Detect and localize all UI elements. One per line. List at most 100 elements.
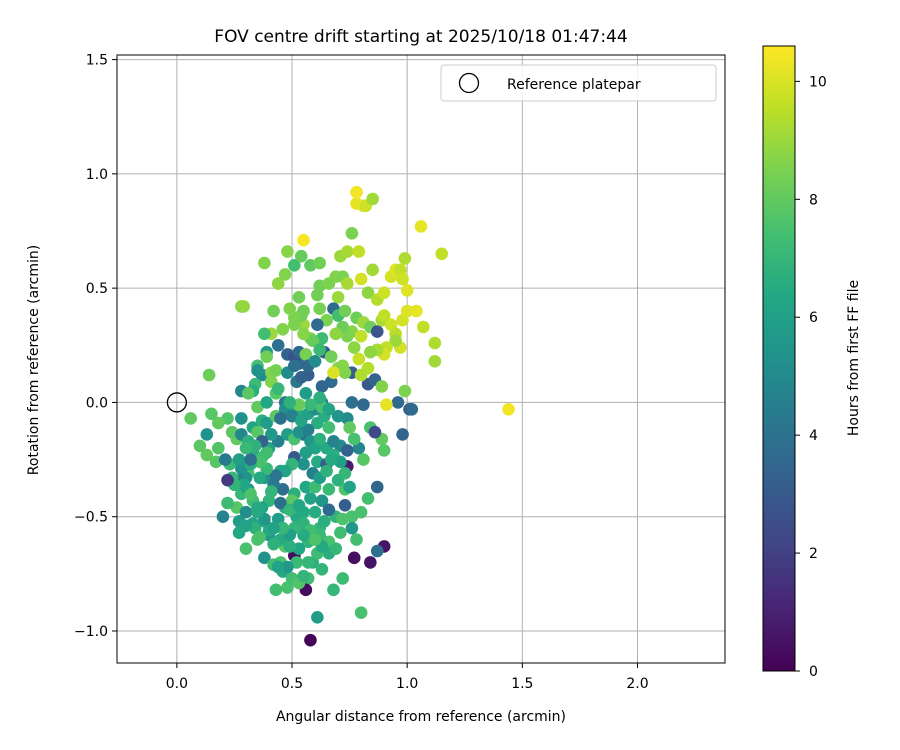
data-point xyxy=(366,192,379,206)
data-point xyxy=(244,453,257,466)
x-axis-ticks: 0.0 0.5 1.0 1.5 2.0 xyxy=(166,663,649,692)
data-point xyxy=(283,396,297,409)
data-point xyxy=(375,380,389,393)
data-point xyxy=(341,245,354,258)
data-point xyxy=(258,256,271,270)
data-point xyxy=(251,364,264,377)
data-point xyxy=(313,302,326,316)
data-point xyxy=(301,423,315,437)
data-point xyxy=(237,300,250,313)
data-point xyxy=(405,402,419,416)
data-point xyxy=(276,322,290,336)
data-point xyxy=(212,416,225,430)
data-point xyxy=(239,441,253,455)
data-point xyxy=(370,544,384,558)
data-point xyxy=(297,327,310,341)
colorbar-tick-label: 8 xyxy=(809,192,818,208)
data-point xyxy=(324,350,338,364)
data-point xyxy=(336,572,349,585)
data-point xyxy=(292,498,306,512)
data-point xyxy=(274,412,287,425)
data-point xyxy=(315,562,329,576)
data-point xyxy=(267,537,280,551)
colorbar-tick-label: 2 xyxy=(809,546,818,562)
data-point xyxy=(370,480,384,494)
data-point xyxy=(354,505,368,519)
y-tick-label: −1.0 xyxy=(74,624,108,640)
reference-platepar-marker xyxy=(166,392,188,413)
data-point xyxy=(301,556,315,569)
x-tick-label: 2.0 xyxy=(626,676,648,692)
data-point xyxy=(334,526,347,540)
data-point xyxy=(299,446,313,460)
data-point xyxy=(313,432,326,446)
data-point xyxy=(304,633,317,647)
data-point xyxy=(205,407,218,421)
data-point xyxy=(297,528,310,542)
data-point xyxy=(398,384,412,398)
data-point xyxy=(410,304,423,318)
y-tick-label: 0.5 xyxy=(86,281,108,297)
legend-entry-reference-platepar: Reference platepar xyxy=(507,77,641,93)
colorbar-tick-label: 6 xyxy=(809,310,818,326)
data-point xyxy=(331,409,345,423)
data-point xyxy=(322,482,336,496)
data-point xyxy=(368,425,382,439)
legend: Reference platepar xyxy=(440,64,717,102)
data-point xyxy=(315,494,329,508)
data-point xyxy=(331,290,345,304)
data-point xyxy=(352,352,366,366)
data-point xyxy=(354,368,368,382)
data-point xyxy=(354,329,368,343)
data-point xyxy=(350,185,363,199)
data-point xyxy=(281,245,294,258)
data-point xyxy=(306,334,320,348)
data-point xyxy=(269,583,283,597)
data-point xyxy=(428,336,442,350)
data-point xyxy=(350,533,363,546)
data-point xyxy=(361,286,375,300)
data-point xyxy=(297,233,310,247)
x-tick-label: 0.5 xyxy=(281,676,303,692)
x-tick-label: 0.0 xyxy=(166,676,188,692)
grid xyxy=(117,55,725,663)
data-point xyxy=(271,560,285,574)
data-point xyxy=(271,382,285,396)
data-point xyxy=(304,398,317,412)
data-point xyxy=(357,453,370,466)
data-point xyxy=(241,386,255,400)
colorbar-ticks: 0 2 4 6 8 10 xyxy=(795,74,827,680)
data-point xyxy=(294,249,308,263)
data-point xyxy=(317,514,331,528)
data-point xyxy=(299,386,313,400)
data-point xyxy=(377,444,391,457)
data-point xyxy=(253,471,267,485)
axes xyxy=(116,54,726,664)
data-point xyxy=(398,252,412,265)
data-point xyxy=(329,327,343,341)
data-point xyxy=(377,286,391,300)
data-point xyxy=(345,226,359,240)
data-point xyxy=(200,448,214,462)
data-point xyxy=(391,396,405,409)
data-point xyxy=(311,318,324,332)
data-point xyxy=(354,272,368,286)
data-point xyxy=(389,334,402,348)
data-point xyxy=(258,327,271,341)
data-point xyxy=(299,480,313,494)
data-point xyxy=(329,542,343,556)
y-tick-label: 0.0 xyxy=(86,395,108,411)
data-point xyxy=(283,302,297,316)
data-point xyxy=(184,412,197,425)
data-point xyxy=(341,277,354,290)
legend-box xyxy=(440,64,717,102)
data-point xyxy=(315,380,329,393)
data-point xyxy=(265,428,278,441)
data-point xyxy=(274,496,287,510)
data-point xyxy=(364,345,377,359)
data-point xyxy=(276,521,290,535)
data-point xyxy=(313,391,326,405)
data-point xyxy=(200,428,214,441)
colorbar-frame xyxy=(762,45,796,672)
